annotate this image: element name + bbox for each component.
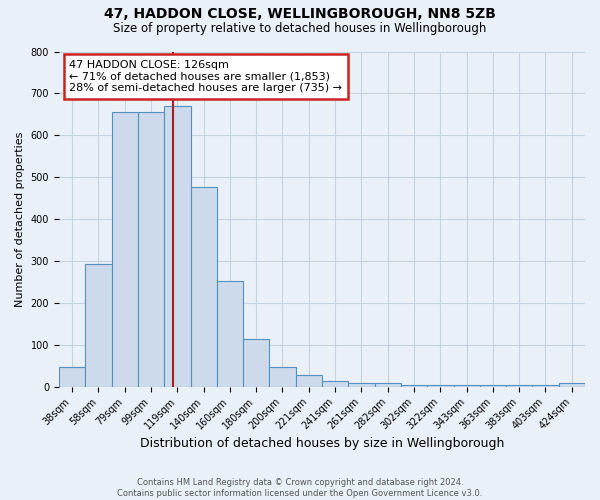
Bar [112, 112, 138, 387]
Bar [85, 264, 112, 387]
Bar [191, 187, 217, 387]
X-axis label: Distribution of detached houses by size in Wellingborough: Distribution of detached houses by size … [140, 437, 504, 450]
Bar [348, 382, 375, 387]
Bar [401, 384, 427, 387]
Bar [532, 384, 559, 387]
Bar [269, 366, 296, 387]
Text: 47 HADDON CLOSE: 126sqm
← 71% of detached houses are smaller (1,853)
28% of semi: 47 HADDON CLOSE: 126sqm ← 71% of detache… [70, 60, 343, 93]
Bar [243, 340, 269, 387]
Bar [427, 384, 454, 387]
Bar [506, 384, 532, 387]
Text: Contains HM Land Registry data © Crown copyright and database right 2024.
Contai: Contains HM Land Registry data © Crown c… [118, 478, 482, 498]
Bar [375, 382, 401, 387]
Text: 47, HADDON CLOSE, WELLINGBOROUGH, NN8 5ZB: 47, HADDON CLOSE, WELLINGBOROUGH, NN8 5Z… [104, 8, 496, 22]
Y-axis label: Number of detached properties: Number of detached properties [15, 132, 25, 307]
Bar [559, 382, 585, 387]
Bar [454, 384, 480, 387]
Bar [59, 367, 85, 387]
Bar [296, 375, 322, 387]
Bar [322, 381, 348, 387]
Bar [480, 384, 506, 387]
Bar [164, 106, 191, 387]
Bar [217, 281, 243, 387]
Text: Size of property relative to detached houses in Wellingborough: Size of property relative to detached ho… [113, 22, 487, 35]
Bar [138, 112, 164, 387]
